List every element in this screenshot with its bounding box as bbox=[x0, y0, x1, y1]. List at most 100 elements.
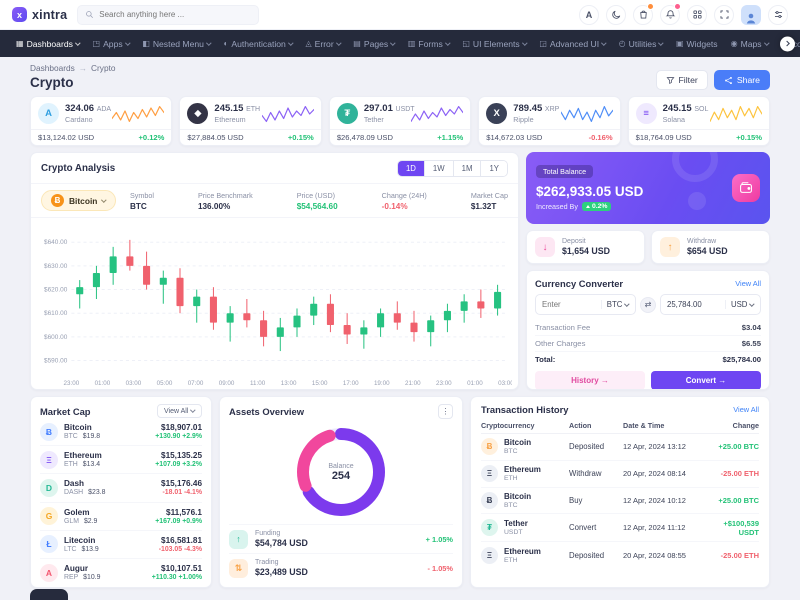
assets-menu-button[interactable]: ⋮ bbox=[438, 404, 453, 419]
apps-button[interactable] bbox=[687, 4, 707, 25]
tether-coin-icon: ₮ bbox=[336, 103, 358, 124]
period-1d-button[interactable]: 1D bbox=[397, 161, 424, 176]
svg-text:03:00: 03:00 bbox=[498, 380, 512, 387]
app-logo[interactable]: x xintra bbox=[12, 7, 67, 22]
period-1m-button[interactable]: 1M bbox=[452, 161, 481, 176]
nav-item-widgets[interactable]: ▣ Widgets bbox=[670, 35, 724, 53]
filter-button[interactable]: Filter bbox=[655, 70, 708, 90]
fullscreen-icon bbox=[720, 10, 728, 19]
language-icon: A bbox=[585, 9, 593, 20]
total-balance-badge: Total Balance bbox=[536, 165, 594, 178]
nested-menu-icon: ◧ bbox=[142, 38, 150, 48]
svg-text:23:00: 23:00 bbox=[64, 380, 80, 387]
increase-label: Increased By bbox=[536, 202, 578, 211]
cart-icon bbox=[639, 10, 647, 19]
coin-amount: 245.15 bbox=[214, 103, 244, 114]
withdraw-card[interactable]: ↑ Withdraw $654 USD bbox=[651, 230, 770, 264]
moon-icon bbox=[611, 10, 620, 19]
chevron-down-icon bbox=[335, 39, 342, 46]
apps-icon: ◳ bbox=[92, 38, 101, 48]
authentication-icon: ◐ bbox=[223, 38, 229, 48]
nav-item-utilities[interactable]: ◴ Utilities bbox=[613, 35, 669, 53]
svg-text:$640.00: $640.00 bbox=[44, 239, 68, 246]
from-currency-select[interactable]: BTC bbox=[600, 300, 630, 309]
wallet-icon[interactable] bbox=[732, 174, 760, 202]
deposit-icon: ↓ bbox=[535, 237, 555, 257]
share-label: Share bbox=[736, 75, 760, 85]
main-nav: ▦ Dashboards ◳ Apps ◧ Nested Menu ◐ Authenti… bbox=[0, 30, 800, 57]
convert-button[interactable]: Convert → bbox=[651, 371, 761, 389]
svg-text:07:00: 07:00 bbox=[188, 380, 204, 387]
cart-button[interactable] bbox=[633, 2, 654, 25]
swap-icon[interactable]: ⇄ bbox=[640, 296, 656, 313]
coin-select-dropdown[interactable]: Ƀ Bitcoin bbox=[41, 190, 116, 211]
nav-item-dashboards[interactable]: ▦ Dashboards bbox=[10, 35, 86, 53]
price-card-cardano: A 324.06 ADA Cardano $13,124.02 USD +0.12% bbox=[30, 96, 173, 146]
trading-icon: ⇅ bbox=[229, 558, 248, 578]
nav-item-authentication[interactable]: ◐ Authentication bbox=[218, 35, 299, 53]
cardano-sparkline bbox=[112, 105, 165, 122]
nav-scroll-right-button[interactable] bbox=[780, 36, 795, 51]
nav-item-error[interactable]: ◬ Error bbox=[299, 35, 346, 53]
svg-text:$590.00: $590.00 bbox=[44, 358, 68, 365]
nav-item-maps[interactable]: ◉ Maps bbox=[725, 35, 775, 53]
apps-grid-icon bbox=[692, 10, 702, 19]
nav-item-nested-menu[interactable]: ◧ Nested Menu bbox=[136, 35, 216, 53]
svg-text:19:00: 19:00 bbox=[374, 380, 390, 387]
svg-text:15:00: 15:00 bbox=[312, 380, 328, 387]
user-avatar[interactable] bbox=[741, 4, 761, 25]
from-amount-group: BTC bbox=[535, 294, 636, 315]
share-button[interactable]: Share bbox=[713, 70, 770, 90]
language-button[interactable]: A bbox=[579, 4, 599, 25]
stat-symbol: Symbol BTC bbox=[129, 190, 154, 211]
forms-icon: ▥ bbox=[407, 38, 416, 48]
chevron-down-icon bbox=[101, 196, 107, 203]
svg-text:$620.00: $620.00 bbox=[44, 287, 68, 294]
nav-label: Nested Menu bbox=[152, 38, 204, 49]
litecoin-icon: Ł bbox=[40, 535, 58, 554]
breadcrumb-separator: → bbox=[78, 63, 88, 73]
transactions-view-all-link[interactable]: View All bbox=[733, 405, 759, 414]
coin-change: +0.15% bbox=[287, 133, 314, 142]
to-amount-input[interactable] bbox=[667, 300, 725, 309]
deposit-card[interactable]: ↓ Deposit $1,654 USD bbox=[526, 230, 645, 264]
analysis-title: Crypto Analysis bbox=[41, 163, 116, 174]
converter-title: Currency Converter bbox=[535, 278, 624, 289]
to-currency-select[interactable]: USD bbox=[724, 300, 755, 309]
assets-title: Assets Overview bbox=[229, 406, 305, 417]
advanced-ui-icon: ◲ bbox=[539, 38, 547, 48]
coin-change: +0.12% bbox=[138, 133, 165, 142]
notifications-button[interactable] bbox=[660, 2, 681, 25]
decor-circle bbox=[688, 192, 706, 210]
nav-item-apps[interactable]: ◳ Apps bbox=[87, 35, 136, 53]
page-heading: Dashboards → Crypto Crypto bbox=[30, 63, 115, 90]
bitcoin-icon: Ƀ bbox=[481, 438, 498, 456]
theme-toggle-button[interactable] bbox=[606, 4, 626, 25]
converter-view-all-link[interactable]: View All bbox=[735, 279, 761, 288]
breadcrumb-parent[interactable]: Dashboards bbox=[30, 63, 75, 73]
page-header-row: Dashboards → Crypto Crypto Filter Share bbox=[30, 63, 770, 90]
search-input[interactable] bbox=[99, 10, 252, 19]
nav-label: Icons bbox=[790, 38, 800, 49]
market-view-all-button[interactable]: View All bbox=[157, 404, 202, 418]
fullscreen-button[interactable] bbox=[714, 4, 734, 25]
coin-usd-value: $27,884.05 USD bbox=[187, 133, 244, 142]
chevron-down-icon bbox=[658, 39, 664, 46]
chevron-right-icon bbox=[783, 40, 790, 47]
nav-item-forms[interactable]: ▥ Forms bbox=[402, 35, 456, 53]
nav-item-pages[interactable]: ▤ Pages bbox=[347, 35, 401, 53]
coin-change: -0.16% bbox=[588, 133, 613, 142]
nav-item-advanced-ui[interactable]: ◲ Advanced UI bbox=[533, 35, 611, 53]
analysis-stats: Symbol BTC Price Benchmark 136.00% Price (… bbox=[130, 191, 508, 211]
withdraw-label: Withdraw bbox=[687, 238, 717, 245]
history-button[interactable]: History → bbox=[535, 371, 645, 389]
bitcoin-icon: Ƀ bbox=[40, 422, 58, 441]
filter-label: Filter bbox=[678, 75, 698, 85]
svg-text:23:00: 23:00 bbox=[436, 380, 452, 387]
global-search bbox=[77, 4, 260, 25]
settings-button[interactable] bbox=[768, 4, 788, 25]
from-amount-input[interactable] bbox=[542, 300, 601, 309]
period-1w-button[interactable]: 1W bbox=[423, 161, 453, 176]
nav-item-ui-elements[interactable]: ◱ UI Elements bbox=[456, 35, 532, 53]
period-1y-button[interactable]: 1Y bbox=[480, 161, 507, 176]
